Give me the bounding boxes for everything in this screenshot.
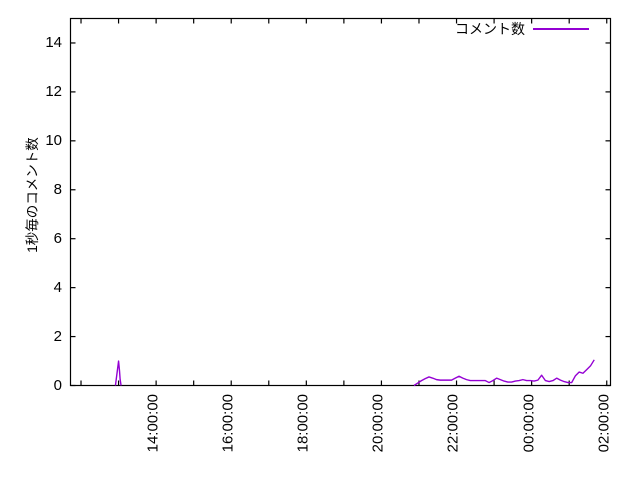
legend-entry-label: コメント数 xyxy=(455,21,525,37)
plot-frame xyxy=(69,17,612,387)
legend-color-swatch xyxy=(533,28,589,30)
y-tick-label: 0 xyxy=(53,376,62,394)
y-tick-label: 2 xyxy=(53,327,62,345)
series-line-comment-count xyxy=(114,359,595,387)
y-axis-tick-labels: 0 2 4 6 8 10 12 14 xyxy=(0,0,62,480)
axis-tick-marks xyxy=(70,18,611,387)
y-tick-label: 10 xyxy=(45,131,62,149)
y-tick-label: 4 xyxy=(53,278,62,296)
y-tick-label: 6 xyxy=(53,229,62,247)
y-tick-label: 14 xyxy=(45,33,62,51)
y-tick-label: 12 xyxy=(45,82,62,100)
y-tick-label: 8 xyxy=(53,180,62,198)
legend: コメント数 xyxy=(455,18,589,40)
